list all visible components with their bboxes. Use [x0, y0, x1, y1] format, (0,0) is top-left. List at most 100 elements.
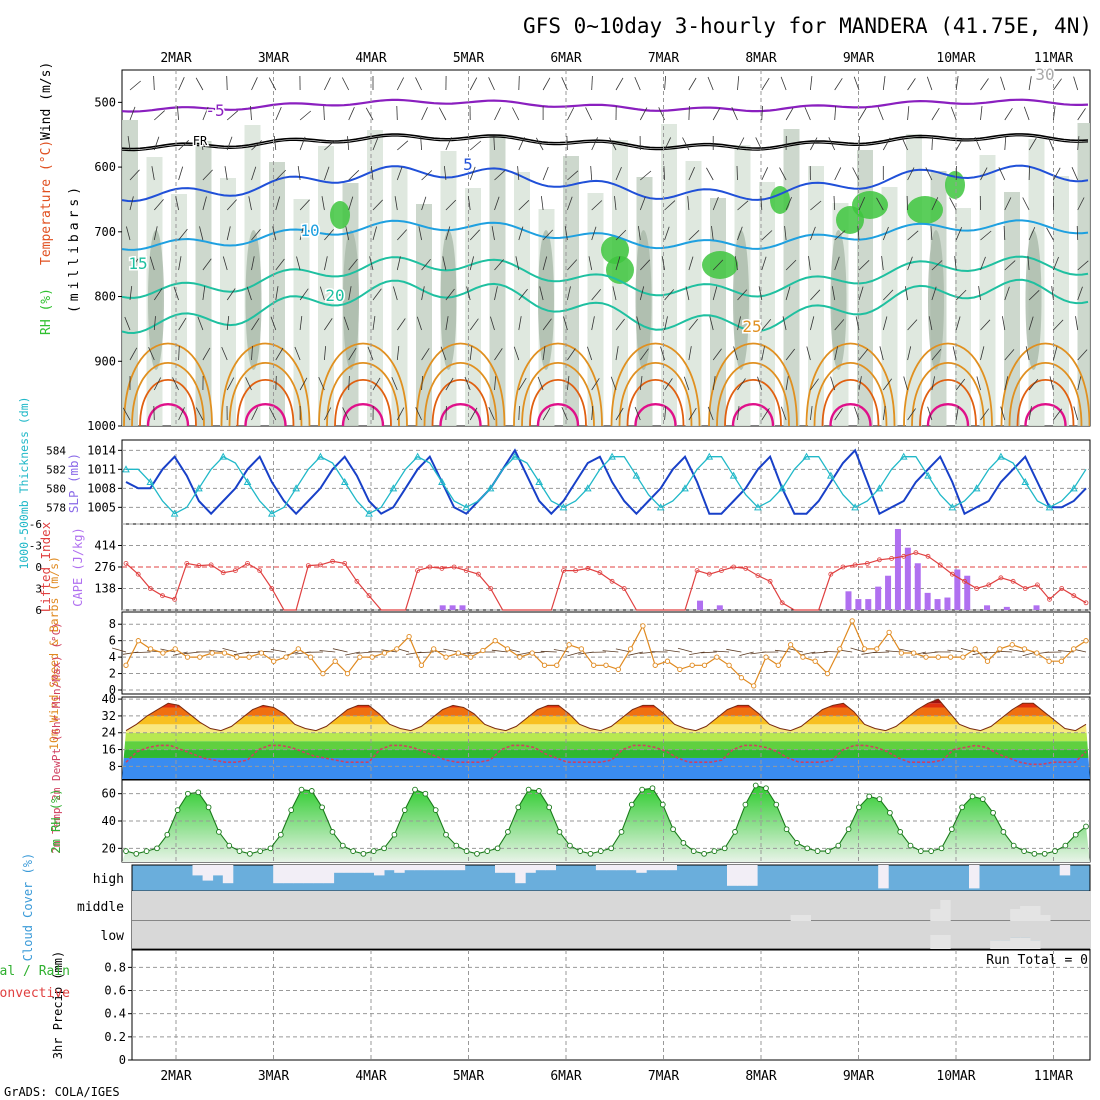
wind10m-point [492, 638, 498, 644]
rh2m-point [1052, 848, 1058, 854]
wind10m-barb [443, 648, 459, 653]
wind-barb [615, 346, 619, 361]
thickness-marker [948, 503, 957, 511]
cloud-cell [1010, 921, 1021, 938]
cloud-cell-active [930, 909, 941, 921]
thickness-marker [340, 477, 349, 485]
cloud-cell [273, 865, 284, 884]
cloud-cell [950, 891, 961, 921]
thickness-marker [267, 509, 276, 517]
wind-barb [367, 346, 374, 361]
cloud-cell [650, 921, 662, 949]
cloud-cell-active [1010, 909, 1021, 921]
cloud-cell-active [930, 935, 941, 949]
rh2m-point [948, 826, 955, 833]
wind10m-point [135, 638, 141, 644]
lifted-index-point [451, 564, 457, 570]
wind-axis-label: Wind (m/s) [39, 62, 54, 140]
rh2m-point [628, 801, 635, 808]
wind-barb [855, 316, 860, 331]
wind-barb [469, 166, 476, 181]
cloud-cell [1060, 891, 1071, 921]
wind-barb [512, 107, 520, 121]
wind-barb [251, 229, 261, 241]
cloud-cell [940, 921, 951, 935]
rh2m-point [639, 786, 645, 793]
rh2m-point [587, 850, 594, 857]
wind-barb [469, 77, 478, 91]
wind-barb [469, 256, 474, 271]
wind10m-point [652, 662, 658, 668]
wind10m-point [886, 629, 892, 636]
temp-band [122, 749, 1090, 758]
rh2m-point [887, 809, 893, 816]
wind-barb [178, 407, 185, 421]
wind-barb [810, 316, 815, 331]
wind-barb [469, 229, 480, 241]
rh2m-point [825, 848, 831, 854]
wind10m-point [344, 670, 351, 677]
wind-barb [342, 407, 350, 421]
bottom-date-label: 3MAR [258, 1069, 289, 1084]
wind-barb [1077, 376, 1082, 391]
wind-barb [494, 196, 500, 211]
wind-barb [148, 347, 155, 361]
lifted-cape-panel: -6 -3 0 3 6 138 276 414 Lifted Index CAPE (J/kg… [29, 518, 1091, 617]
thickness-tick: 582 [46, 463, 66, 476]
bottom-date-label: 2MAR [160, 1069, 191, 1084]
rh-shade [563, 156, 579, 426]
wind10m-barb [540, 650, 557, 653]
wind-barb [931, 376, 935, 391]
rh2m-point [236, 848, 243, 854]
isotherm-arch [244, 402, 287, 426]
wind10m-barb [134, 651, 151, 653]
wind-barb [709, 316, 714, 331]
wind10m-barb [739, 651, 754, 656]
wind10m-barb [332, 648, 348, 653]
rh2m-point [329, 829, 336, 835]
wind-barb [268, 77, 277, 91]
wind-barb [469, 140, 482, 151]
wind-barb [566, 135, 568, 151]
wind10m-barb [356, 651, 373, 654]
wind-barb [712, 286, 718, 301]
cloud-cell [293, 865, 304, 884]
rh-shade [489, 135, 506, 426]
wind-barb [319, 286, 325, 301]
wind-barb [737, 316, 741, 331]
cloud-cell [640, 921, 652, 949]
cloud-cell [212, 865, 224, 876]
rh2m-point [1031, 850, 1038, 857]
wind-barb [122, 407, 131, 421]
rh2m-point [164, 831, 171, 838]
cloud-cell [980, 921, 991, 949]
wind-barb [129, 80, 141, 91]
lifted-index-point [706, 571, 712, 577]
wind-barb [466, 286, 471, 301]
wind-barb [172, 377, 179, 391]
isotherm-arch [821, 378, 880, 426]
thickness-marker [146, 477, 155, 485]
precip-convective-label: Convective [0, 986, 70, 1001]
cloud-cell [331, 891, 342, 921]
thickness-marker [632, 471, 641, 479]
wind-barb [324, 229, 334, 241]
wind-barb [275, 375, 277, 391]
cloud-cell [666, 865, 677, 871]
rh2m-point [195, 789, 202, 796]
cloud-cell-active [1040, 915, 1051, 921]
cloud-cell-active [1030, 940, 1041, 949]
lifted-index-tick: 3 [35, 583, 42, 596]
wind10m-point [357, 654, 363, 660]
wind-barb [175, 196, 179, 211]
wind-barb [222, 256, 228, 271]
cloud-cell [171, 891, 183, 921]
wind-barb [542, 256, 548, 271]
cloud-cell [900, 921, 911, 949]
thickness-marker [559, 503, 568, 511]
wind-barb [761, 77, 770, 91]
wind10m-point [258, 650, 265, 656]
wind-barb [1053, 78, 1062, 91]
cloud-cell [461, 921, 472, 949]
cloud-cell [656, 865, 667, 871]
